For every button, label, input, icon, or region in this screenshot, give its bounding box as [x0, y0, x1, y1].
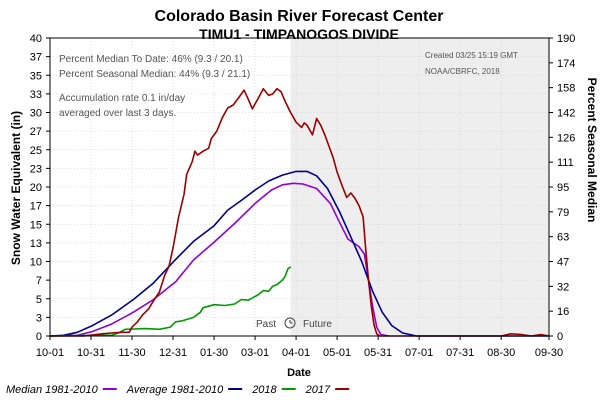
created-timestamp: Created 03/25 15:19 GMT — [425, 51, 518, 60]
x-tick-label: 01-30 — [200, 347, 228, 359]
y-tick-label: 7 — [36, 275, 42, 287]
x-tick-label: 05-31 — [364, 347, 392, 359]
chart-title: Colorado Basin River Forecast Center — [155, 8, 444, 25]
legend-label: Average 1981-2010 — [126, 384, 224, 396]
x-tick-label: 10-01 — [36, 347, 64, 359]
y2-tick-label: 158 — [557, 83, 575, 95]
y2-tick-label: 95 — [557, 182, 569, 194]
future-label: Future — [303, 319, 332, 330]
y-tick-label: 10 — [30, 257, 42, 269]
legend-label: 2017 — [305, 384, 331, 396]
y-tick-label: 27 — [30, 126, 42, 138]
y-tick-label: 5 — [36, 294, 42, 306]
y-tick-label: 35 — [30, 70, 42, 82]
series-line-2018 — [49, 266, 292, 337]
y-tick-label: 0 — [36, 331, 42, 343]
rate-line-2: averaged over last 3 days. — [59, 108, 176, 119]
x-tick-label: 10-31 — [77, 347, 105, 359]
legend-label: Median 1981-2010 — [6, 384, 99, 396]
y2-tick-label: 142 — [557, 108, 575, 120]
y2-tick-label: 47 — [557, 257, 569, 269]
x-tick-label: 07-01 — [405, 347, 433, 359]
y-axis-label: Snow Water Equivalent (in) — [9, 111, 23, 265]
x-tick-label: 03-01 — [241, 347, 269, 359]
x-tick-label: 08-30 — [487, 347, 515, 359]
y-tick-label: 15 — [30, 219, 42, 231]
rate-line-1: Accumulation rate 0.1 in/day — [59, 93, 185, 104]
y2-tick-label: 32 — [557, 281, 569, 293]
y2-tick-label: 63 — [557, 232, 569, 244]
x-tick-label: 04-01 — [282, 347, 310, 359]
y-tick-label: 33 — [30, 89, 42, 101]
y2-tick-label: 111 — [557, 157, 574, 169]
x-axis-label: Date — [287, 367, 311, 379]
y-tick-label: 23 — [30, 163, 42, 175]
y-tick-label: 20 — [30, 182, 42, 194]
y-tick-label: 40 — [30, 33, 42, 45]
stats-line-1: Percent Median To Date: 46% (9.3 / 20.1) — [59, 54, 243, 65]
y-tick-label: 13 — [30, 238, 42, 250]
y-tick-label: 37 — [30, 52, 42, 64]
x-tick-label: 12-31 — [159, 347, 187, 359]
legend-label: 2018 — [251, 384, 277, 396]
x-tick-label: 05-01 — [323, 347, 351, 359]
y-tick-label: 17 — [30, 201, 42, 213]
y2-tick-label: 190 — [557, 33, 575, 45]
y2-axis-label: Percent Seasonal Median — [585, 78, 599, 223]
stats-line-2: Percent Seasonal Median: 44% (9.3 / 21.1… — [59, 69, 250, 80]
y2-tick-label: 79 — [557, 207, 569, 219]
x-tick-label: 07-31 — [446, 347, 474, 359]
x-tick-label: 09-30 — [535, 347, 563, 359]
series-line-average-1981-2010 — [49, 170, 549, 337]
y2-tick-label: 16 — [557, 306, 569, 318]
clock-icon — [284, 317, 296, 329]
x-tick-label: 11-30 — [118, 347, 145, 359]
chart-subtitle: TIMU1 - TIMPANOGOS DIVIDE — [199, 26, 399, 42]
past-label: Past — [256, 319, 276, 330]
y-tick-label: 25 — [30, 145, 42, 157]
y-tick-label: 3 — [36, 312, 42, 324]
y2-tick-label: 126 — [557, 132, 575, 144]
y-tick-label: 30 — [30, 108, 42, 120]
y2-tick-label: 0 — [557, 331, 563, 343]
source-label: NOAA/CBRFC, 2018 — [425, 67, 500, 76]
series-line-2017 — [50, 87, 550, 337]
y2-tick-label: 174 — [557, 58, 575, 70]
